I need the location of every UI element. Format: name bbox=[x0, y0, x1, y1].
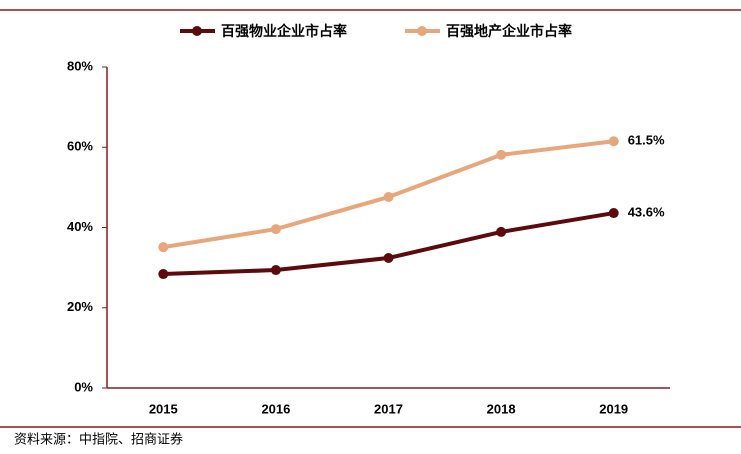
x-tick-label: 2018 bbox=[487, 401, 516, 416]
y-tick-label: 20% bbox=[67, 299, 93, 314]
point bbox=[608, 208, 619, 219]
legend-label: 百强地产企业市占率 bbox=[446, 23, 572, 40]
point bbox=[608, 136, 619, 147]
x-tick-label: 2015 bbox=[149, 401, 178, 416]
point bbox=[270, 265, 281, 276]
point bbox=[383, 252, 394, 263]
value-label: 43.6% bbox=[628, 204, 665, 219]
x-tick-label: 2016 bbox=[261, 401, 290, 416]
point bbox=[383, 192, 394, 203]
x-tick-label: 2017 bbox=[374, 401, 403, 416]
source: 资料来源：中指院、招商证券 bbox=[14, 432, 183, 448]
point bbox=[270, 224, 281, 235]
point bbox=[158, 269, 169, 280]
y-tick-label: 0% bbox=[74, 379, 93, 394]
series-line bbox=[163, 211, 615, 277]
y-tick-label: 40% bbox=[67, 219, 93, 234]
legend-marker bbox=[417, 26, 427, 36]
x-tick-label: 2019 bbox=[599, 401, 628, 416]
legend-marker bbox=[192, 26, 202, 36]
point bbox=[158, 242, 169, 253]
y-tick-label: 60% bbox=[67, 139, 93, 154]
value-label: 61.5% bbox=[628, 133, 665, 148]
point bbox=[496, 226, 507, 237]
point bbox=[496, 149, 507, 160]
y-tick-label: 80% bbox=[67, 58, 93, 73]
legend-label: 百强物业企业市占率 bbox=[221, 23, 347, 40]
